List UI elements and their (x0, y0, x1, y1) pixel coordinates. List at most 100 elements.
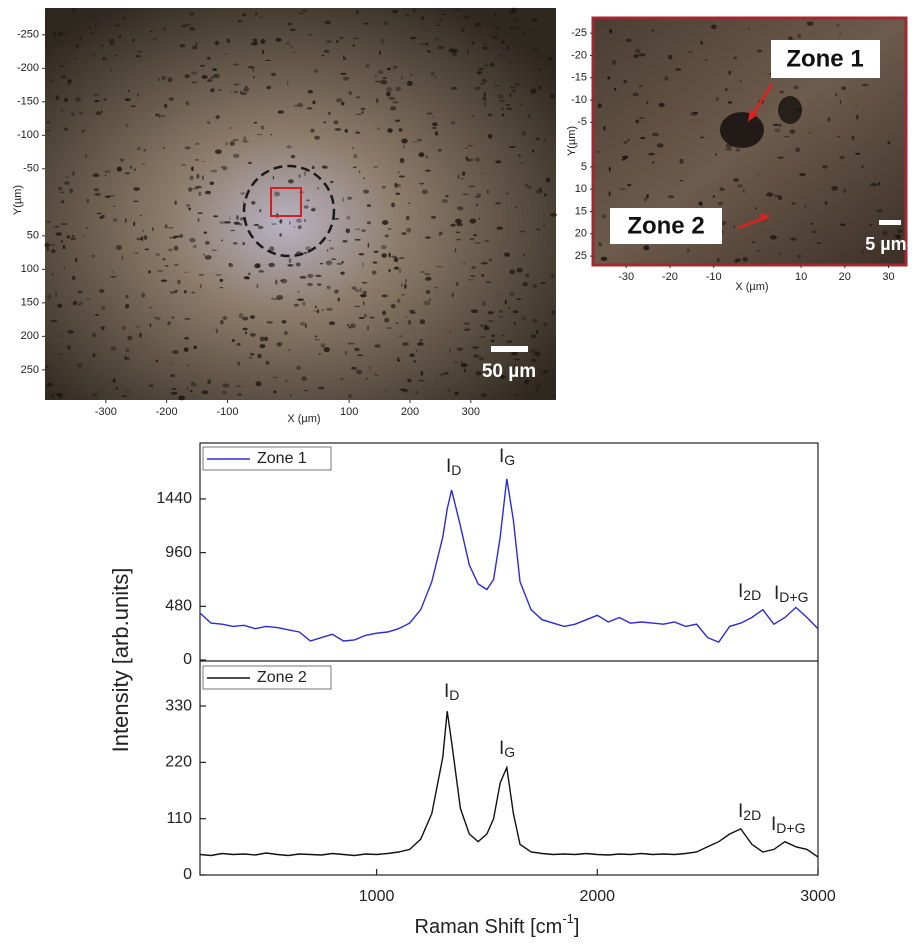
speck (74, 57, 75, 60)
speck (668, 195, 674, 198)
speck (464, 368, 466, 372)
speck (179, 234, 183, 238)
speck (779, 124, 782, 127)
speck (47, 294, 52, 299)
speck (862, 251, 864, 255)
spectrum-line (200, 711, 818, 857)
speck (536, 388, 538, 392)
speck (210, 88, 215, 92)
speck (675, 68, 681, 71)
speck (417, 342, 424, 346)
speck (63, 245, 66, 249)
x-title-text: Raman Shift [cm (415, 916, 563, 938)
speck (233, 154, 240, 158)
speck (232, 339, 235, 342)
speck (427, 50, 430, 53)
speck (627, 184, 631, 186)
speck (648, 153, 655, 156)
speck (312, 166, 315, 170)
speck (205, 255, 212, 260)
peak-subscript: G (504, 744, 515, 760)
speck (429, 298, 431, 301)
speck (452, 49, 459, 52)
speck (289, 221, 290, 224)
speck (184, 347, 189, 352)
speck (550, 94, 555, 98)
x-axis-title: X (µm) (287, 413, 320, 425)
speck (378, 70, 384, 74)
speck (348, 394, 352, 398)
speck (356, 96, 361, 98)
speck (169, 97, 174, 100)
speck (125, 356, 127, 359)
speck (831, 186, 838, 191)
speck (67, 84, 70, 86)
speck (381, 245, 387, 249)
dark-spot (778, 96, 802, 124)
speck (482, 79, 487, 83)
scale-label: 50 µm (482, 361, 536, 382)
speck (122, 16, 127, 19)
speck (474, 22, 480, 27)
speck (235, 386, 241, 387)
speck (233, 139, 239, 142)
speck (532, 319, 537, 322)
speck (317, 283, 321, 285)
speck (788, 37, 793, 41)
speck (65, 176, 70, 177)
speck (805, 204, 807, 209)
y-tick-label: 480 (165, 598, 192, 615)
speck (869, 224, 873, 225)
speck (313, 310, 319, 311)
speck (338, 298, 340, 302)
speck (476, 204, 478, 207)
speck (70, 237, 76, 240)
speck (418, 380, 424, 382)
speck (484, 44, 486, 45)
speck (60, 191, 65, 193)
speck (840, 100, 841, 104)
speck (436, 22, 438, 24)
speck (388, 269, 391, 272)
speck (495, 202, 501, 204)
speck (357, 354, 363, 356)
speck (770, 235, 777, 240)
speck (345, 351, 346, 355)
y-tick-label: -10 (571, 94, 587, 106)
speck (464, 328, 471, 330)
speck (298, 13, 304, 15)
speck (463, 16, 470, 19)
speck (67, 235, 70, 238)
y-tick-label: 960 (165, 544, 192, 561)
speck (361, 229, 365, 232)
speck (679, 159, 683, 164)
speck (537, 383, 541, 387)
speck (336, 40, 338, 43)
speck (343, 77, 349, 81)
y-tick-label: -200 (17, 62, 39, 74)
speck (405, 316, 406, 318)
speck (170, 362, 171, 364)
speck (455, 219, 462, 224)
speck (79, 112, 82, 115)
speck (193, 346, 196, 350)
speck (480, 336, 485, 338)
speck (367, 204, 371, 207)
speck (286, 43, 291, 45)
speck (520, 231, 525, 233)
speck (492, 334, 495, 337)
speck (119, 35, 121, 39)
speck (250, 315, 255, 319)
speck (458, 174, 459, 179)
speck (343, 197, 344, 202)
speck (639, 85, 642, 87)
speck (162, 76, 166, 80)
speck (766, 192, 773, 196)
speck (257, 134, 264, 136)
speck (386, 87, 393, 92)
speck (541, 282, 546, 284)
speck (481, 262, 488, 264)
speck (509, 269, 515, 274)
speck (333, 120, 338, 124)
speck (179, 44, 185, 48)
